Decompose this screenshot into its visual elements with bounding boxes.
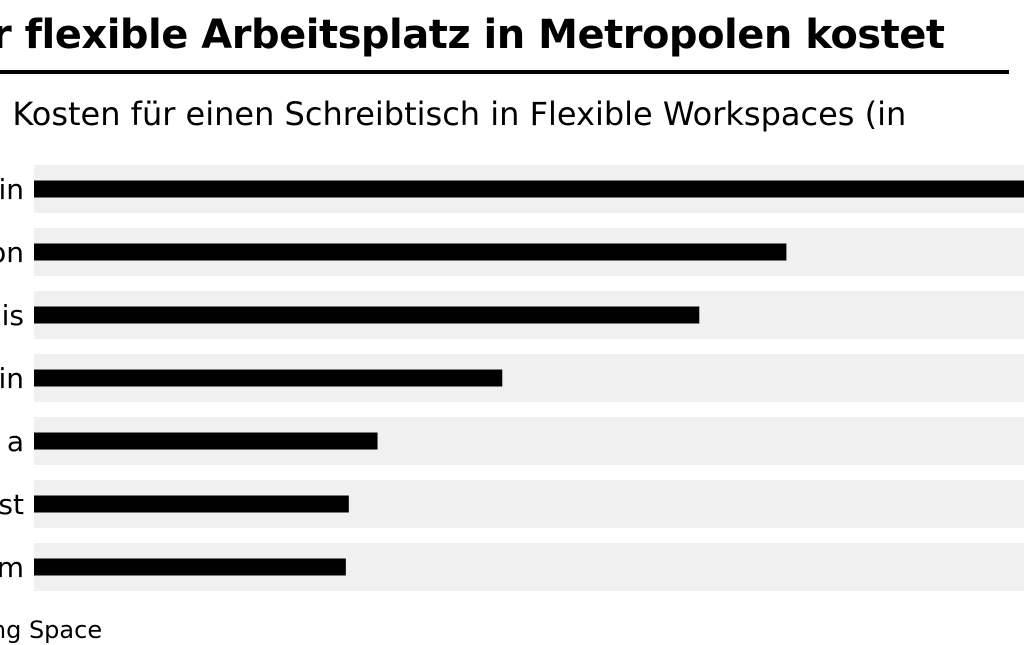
chart-subtitle: . Kosten für einen Schreibtisch in Flexi… (0, 95, 907, 133)
bar (34, 432, 378, 450)
category-label: in (0, 362, 24, 395)
category-label: m (0, 551, 24, 584)
category-label: st (0, 488, 24, 521)
bars (34, 180, 1024, 576)
category-labels: in on is in a st m (0, 173, 24, 584)
category-label: is (2, 299, 24, 332)
bar (34, 180, 1024, 198)
category-label: a (7, 425, 24, 458)
chart-title: r flexible Arbeitsplatz in Metropolen ko… (0, 12, 945, 58)
title-rule (0, 70, 1009, 74)
category-label: in (0, 173, 24, 206)
bar-chart: in on is in a st m (0, 165, 1024, 591)
bar (34, 306, 700, 324)
source-note: xing Space (0, 616, 103, 644)
bar (34, 369, 503, 387)
bar (34, 558, 346, 576)
bar (34, 495, 349, 513)
bar (34, 243, 787, 261)
category-label: on (0, 236, 24, 269)
